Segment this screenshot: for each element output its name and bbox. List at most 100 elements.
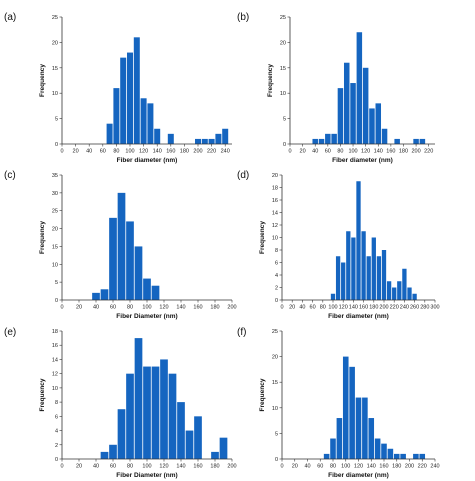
x-tick-label: 140 <box>176 464 185 470</box>
histogram-bar <box>336 418 343 459</box>
histogram-bar <box>168 373 177 459</box>
histogram-bar <box>393 453 400 459</box>
y-axis-label: Frequency <box>259 221 266 254</box>
x-tick-label: 80 <box>337 149 343 155</box>
histogram-panel: (c) 0 20 40 60 80 100 120 140 160 180 200 0 5 10 15 20 25… <box>4 170 237 320</box>
y-tick-label: 6 <box>55 414 58 420</box>
histogram-bar <box>387 448 394 459</box>
x-tick-label: 180 <box>369 305 378 311</box>
y-tick-label: 8 <box>275 248 278 254</box>
histogram-bar <box>366 256 371 300</box>
y-tick-label: 10 <box>272 236 278 242</box>
y-tick-label: 0 <box>55 142 58 148</box>
histogram-bar <box>349 366 355 459</box>
histogram-panel: (a) 0 20 40 60 80 100 120 140 160 180 200 220 240 0 5 10… <box>4 12 232 164</box>
histogram-bar <box>106 123 113 144</box>
y-tick-label: 0 <box>283 142 286 148</box>
y-tick-label: 25 <box>52 15 58 21</box>
y-tick-label: 15 <box>52 244 58 250</box>
panel-label: (d) <box>237 170 249 181</box>
histogram-bar <box>100 451 109 459</box>
y-tick-label: 30 <box>52 191 58 197</box>
x-tick-label: 60 <box>100 149 106 155</box>
histogram-bar <box>109 217 117 300</box>
y-tick-label: 16 <box>52 343 58 349</box>
histogram-bar <box>368 418 375 459</box>
x-tick-label: 0 <box>60 305 63 311</box>
x-tick-label: 280 <box>420 305 429 311</box>
histogram-bar <box>195 138 201 144</box>
x-tick-label: 80 <box>330 464 336 470</box>
x-tick-label: 0 <box>288 149 291 155</box>
histogram-bar <box>151 366 160 459</box>
x-tick-label: 20 <box>292 464 298 470</box>
histogram-bar <box>337 88 344 144</box>
y-tick-label: 15 <box>52 66 58 72</box>
x-tick-label: 240 <box>221 149 230 155</box>
x-tick-label: 80 <box>113 149 119 155</box>
x-tick-label: 60 <box>325 149 331 155</box>
histogram-bar <box>342 356 349 459</box>
x-tick-label: 160 <box>386 149 395 155</box>
histogram-bar <box>160 359 168 459</box>
x-tick-label: 200 <box>193 149 202 155</box>
x-tick-label: 160 <box>193 305 202 311</box>
histogram-bar <box>323 453 330 459</box>
panel-label: (f) <box>237 327 246 338</box>
x-tick-label: 120 <box>159 464 168 470</box>
histogram-panel: (e) 0 20 40 60 80 100 120 140 160 180 200 0 2 4 6 8 10 12 1… <box>4 327 237 479</box>
histogram-bar <box>133 37 140 144</box>
histogram-bar <box>143 278 151 300</box>
x-tick-label: 180 <box>392 464 401 470</box>
x-tick-label: 180 <box>399 149 408 155</box>
x-tick-label: 20 <box>73 149 79 155</box>
y-tick-label: 25 <box>280 15 286 21</box>
histogram-bar <box>117 409 126 459</box>
x-tick-label: 0 <box>280 464 283 470</box>
x-tick-label: 0 <box>60 464 63 470</box>
y-tick-label: 0 <box>55 457 58 463</box>
x-axis-label: Fiber diameter (nm) <box>117 157 178 164</box>
histogram-bar <box>369 108 375 144</box>
histogram-bar <box>341 262 346 300</box>
y-tick-label: 20 <box>272 355 278 361</box>
y-axis-label: Frequency <box>39 64 46 97</box>
histogram-bar <box>381 250 387 300</box>
histogram-bar <box>194 416 202 459</box>
y-tick-label: 0 <box>55 298 58 304</box>
x-tick-label: 100 <box>142 305 151 311</box>
y-tick-label: 16 <box>272 198 278 204</box>
x-tick-label: 180 <box>180 149 189 155</box>
x-tick-label: 40 <box>304 464 310 470</box>
x-tick-label: 180 <box>210 464 219 470</box>
x-tick-label: 300 <box>430 305 439 311</box>
histogram-bar <box>318 138 325 144</box>
x-tick-label: 60 <box>317 464 323 470</box>
histogram-bar <box>355 397 362 459</box>
histogram-bar <box>397 281 402 300</box>
x-axis-label: Fiber Diameter (nm) <box>116 313 177 320</box>
histogram-bar <box>134 338 143 459</box>
histogram-bar <box>371 237 376 300</box>
histogram-bar <box>356 32 363 144</box>
histogram-bar <box>381 128 388 144</box>
y-tick-label: 0 <box>275 298 278 304</box>
x-tick-label: 220 <box>207 149 216 155</box>
y-tick-label: 12 <box>272 223 278 229</box>
x-tick-label: 20 <box>76 305 82 311</box>
histogram-bar <box>134 246 143 300</box>
y-axis-label: Frequency <box>259 378 266 411</box>
x-tick-label: 200 <box>405 464 414 470</box>
panel-label: (c) <box>4 170 16 181</box>
y-tick-label: 15 <box>272 380 278 386</box>
y-tick-label: 5 <box>283 117 286 123</box>
y-tick-label: 5 <box>55 117 58 123</box>
histogram-bar <box>412 293 417 300</box>
histogram-bar <box>185 430 194 459</box>
y-tick-label: 5 <box>275 431 278 437</box>
y-tick-label: 15 <box>280 66 286 72</box>
histogram-bar <box>201 138 208 144</box>
histogram-bar <box>140 98 147 144</box>
panel-label: (a) <box>4 12 16 23</box>
x-tick-label: 120 <box>339 305 348 311</box>
